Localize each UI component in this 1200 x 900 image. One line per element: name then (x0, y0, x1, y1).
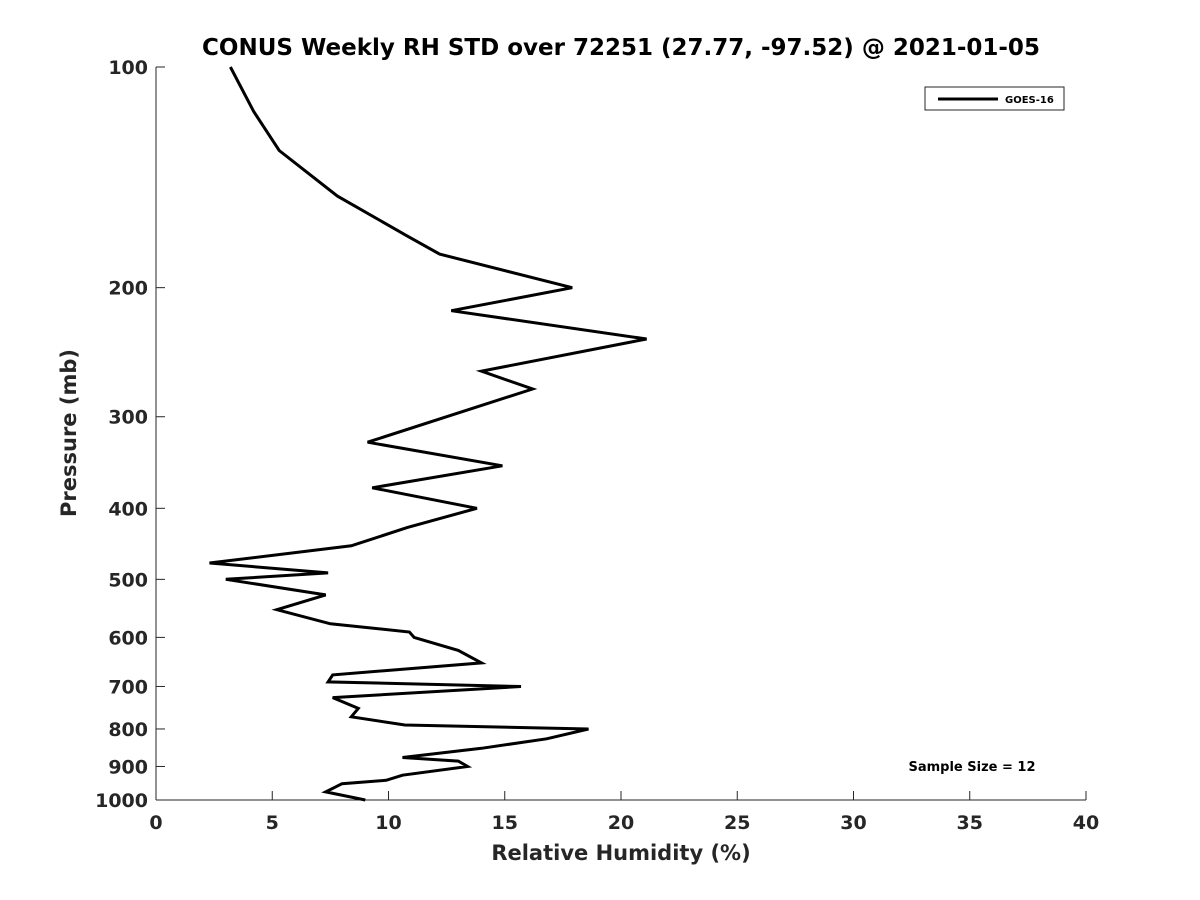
y-axis-ticks: 100 200 300 400 500 600 700 800 900 1000 (95, 57, 165, 812)
x-tick-label: 10 (375, 812, 401, 834)
series-line-goes-16 (209, 66, 647, 802)
y-tick-label: 100 (108, 57, 148, 79)
y-tick-label: 300 (108, 407, 148, 429)
x-tick-label: 40 (1073, 812, 1099, 834)
x-tick-label: 35 (957, 812, 983, 834)
y-tick-label: 700 (108, 676, 148, 698)
y-axis-label: Pressure (mb) (57, 349, 81, 517)
x-axis-label: Relative Humidity (%) (491, 841, 750, 865)
legend-entry-goes-16: GOES-16 (1005, 95, 1054, 106)
x-tick-label: 20 (608, 812, 634, 834)
x-tick-label: 15 (492, 812, 518, 834)
x-tick-label: 0 (149, 812, 162, 834)
y-tick-label: 1000 (95, 790, 148, 812)
y-tick-label: 200 (108, 278, 148, 300)
x-axis-ticks: 0 5 10 15 20 25 30 35 40 (149, 791, 1099, 834)
plot-area (156, 67, 1086, 800)
legend: GOES-16 (924, 86, 1065, 111)
chart-title: CONUS Weekly RH STD over 72251 (27.77, -… (202, 35, 1040, 61)
y-tick-label: 600 (108, 627, 148, 649)
y-tick-label: 500 (108, 569, 148, 591)
sample-size-annotation: Sample Size = 12 (908, 760, 1035, 775)
x-tick-label: 30 (840, 812, 866, 834)
y-tick-label: 900 (108, 756, 148, 778)
x-tick-label: 25 (724, 812, 750, 834)
x-tick-label: 5 (266, 812, 279, 834)
y-tick-label: 400 (108, 498, 148, 520)
y-tick-label: 800 (108, 719, 148, 741)
